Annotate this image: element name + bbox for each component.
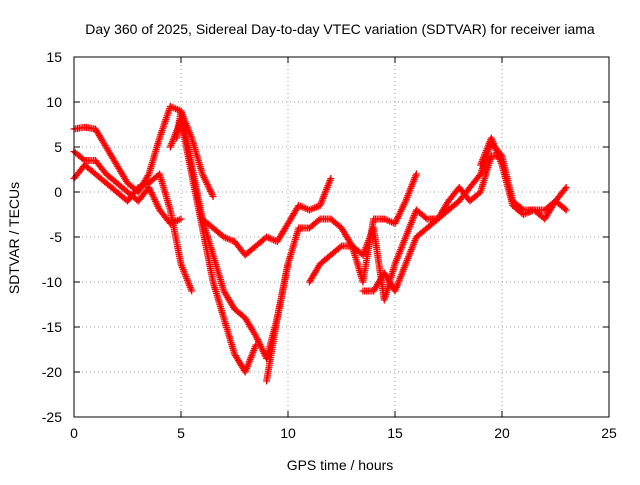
x-tick-label: 15 xyxy=(387,425,403,441)
x-tick-label: 20 xyxy=(494,425,510,441)
data-point-marker xyxy=(412,170,420,178)
x-tick-label: 25 xyxy=(601,425,617,441)
data-point-marker xyxy=(562,184,570,191)
series-track-4 xyxy=(166,116,260,376)
data-point-marker xyxy=(422,214,430,222)
y-tick-label: 5 xyxy=(54,139,62,155)
data-point-marker xyxy=(561,205,569,213)
y-tick-label: -25 xyxy=(42,409,62,425)
series-track-8 xyxy=(305,152,506,304)
y-tick-label: -5 xyxy=(50,229,63,245)
data-point-marker xyxy=(177,215,185,223)
series-track-7 xyxy=(263,170,420,385)
data-point-marker xyxy=(327,175,335,182)
series-track-6 xyxy=(198,175,335,259)
data-point-marker xyxy=(561,185,569,193)
data-point-marker xyxy=(562,206,570,214)
series-track-3 xyxy=(70,161,196,295)
y-tick-label: 15 xyxy=(46,49,62,65)
chart-title: Day 360 of 2025, Sidereal Day-to-day VTE… xyxy=(85,21,595,37)
series-track-1 xyxy=(70,103,217,200)
grid-layer xyxy=(74,57,609,417)
data-point-marker xyxy=(315,216,323,224)
x-tick-label: 0 xyxy=(70,425,78,441)
y-tick-label: 10 xyxy=(46,94,62,110)
series-track-10 xyxy=(477,134,570,218)
x-tick-label: 5 xyxy=(177,425,185,441)
data-point-marker xyxy=(144,172,152,180)
x-axis-label: GPS time / hours xyxy=(287,457,394,473)
data-point-marker xyxy=(336,243,344,251)
y-tick-label: -15 xyxy=(42,319,62,335)
data-point-marker xyxy=(188,287,196,295)
x-tick-label: 10 xyxy=(280,425,296,441)
data-layer xyxy=(70,103,570,385)
data-point-marker xyxy=(79,155,87,163)
tick-layer: 0 5 10 15 20 25 -25 -20 -15 -10 -5 0 5 10 15 xyxy=(42,49,617,441)
data-point-marker xyxy=(209,193,217,200)
y-tick-label: -20 xyxy=(42,364,62,380)
y-tick-label: -10 xyxy=(42,274,62,290)
y-axis-label: SDTVAR / TECUs xyxy=(6,182,22,294)
y-tick-label: 0 xyxy=(54,184,62,200)
